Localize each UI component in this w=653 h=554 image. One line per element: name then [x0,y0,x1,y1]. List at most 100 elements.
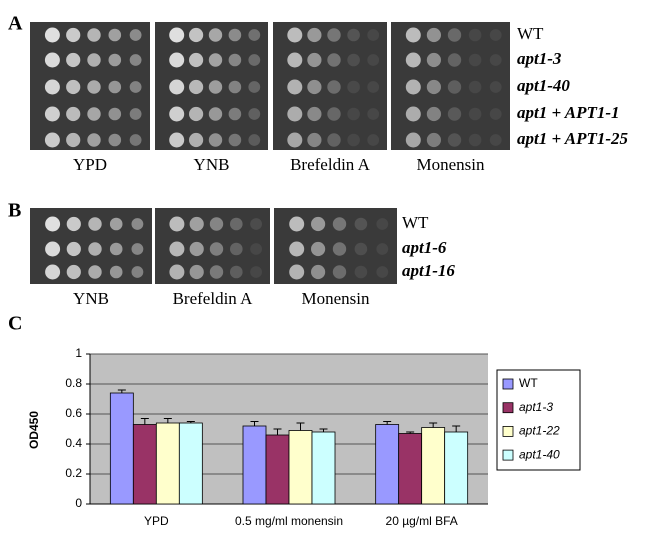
spot [109,54,122,67]
spot [311,242,325,256]
spot [311,265,325,279]
spot [130,134,142,146]
bar [399,434,422,505]
spot [327,133,340,146]
spot [189,133,203,147]
bar [376,425,399,505]
spot [88,265,101,278]
spot [169,28,184,43]
spot [45,28,60,43]
spot [45,217,60,232]
spot [327,107,340,120]
medium-label: Monensin [417,155,486,174]
spot [109,134,122,147]
strain-label: apt1-16 [402,261,455,280]
spot [190,242,204,256]
legend-swatch [503,426,513,436]
spot [229,29,242,42]
bar [445,432,468,504]
spot [130,29,142,41]
panel-label: A [8,13,23,35]
strain-label: apt1 + APT1-1 [517,103,620,122]
spot [333,217,346,230]
spot [347,29,360,42]
spot [248,54,260,66]
bar [243,426,266,504]
x-tick-label: 20 µg/ml BFA [357,514,487,550]
strain-label: apt1-40 [517,76,570,95]
spot [87,28,100,41]
spot [490,108,502,120]
bar [133,425,156,505]
spot [333,242,346,255]
spot [427,53,441,67]
spot [209,53,222,66]
spot [289,217,304,232]
spot [448,133,461,146]
spot [347,134,360,147]
medium-label: Brefeldin A [173,289,254,308]
spot [307,53,321,67]
spot [109,108,122,121]
spot [250,266,262,278]
spot [87,107,100,120]
legend-swatch [503,403,513,413]
medium-label: YPD [73,155,107,174]
legend-label: apt1-3 [519,400,553,414]
y-tick-label: 0 [75,496,82,510]
spot [132,266,144,278]
spot [376,218,388,230]
spot [169,265,184,280]
spot [110,218,123,231]
spot [169,107,184,122]
panel-label: B [8,200,21,222]
spot [209,133,222,146]
spot [287,53,302,68]
spot [209,80,222,93]
spot [347,54,360,67]
spot [406,28,421,43]
spot [88,242,101,255]
spot [490,29,502,41]
y-tick-label: 0.2 [65,466,82,480]
spot [66,53,80,67]
spot [427,133,441,147]
spot [169,53,184,68]
spot [406,133,421,148]
spot [67,265,81,279]
spot [490,54,502,66]
spot [355,266,368,279]
legend-swatch [503,450,513,460]
spot [327,80,340,93]
medium-label: YNB [194,155,230,174]
spot [67,217,81,231]
spot [448,107,461,120]
bar [266,435,289,504]
spot [250,243,262,255]
spot [469,134,482,147]
spot [307,107,321,121]
x-tick-label: 0.5 mg/ml monensin [224,514,354,550]
spot [87,80,100,93]
spot [490,81,502,93]
strain-label: WT [517,24,544,43]
spot [45,53,60,68]
spot [367,29,379,41]
spot [45,242,60,257]
spot [210,242,223,255]
spot [367,81,379,93]
spot [110,266,123,279]
spot [248,29,260,41]
spot [130,108,142,120]
spot [229,108,242,121]
bar [179,423,202,504]
medium-label: YNB [73,289,109,308]
spot [169,80,184,95]
y-tick-label: 1 [75,346,82,360]
y-tick-label: 0.6 [65,406,82,420]
medium-label: Monensin [302,289,371,308]
spot [289,265,304,280]
spot [45,265,60,280]
spot [469,81,482,94]
spot [229,54,242,67]
